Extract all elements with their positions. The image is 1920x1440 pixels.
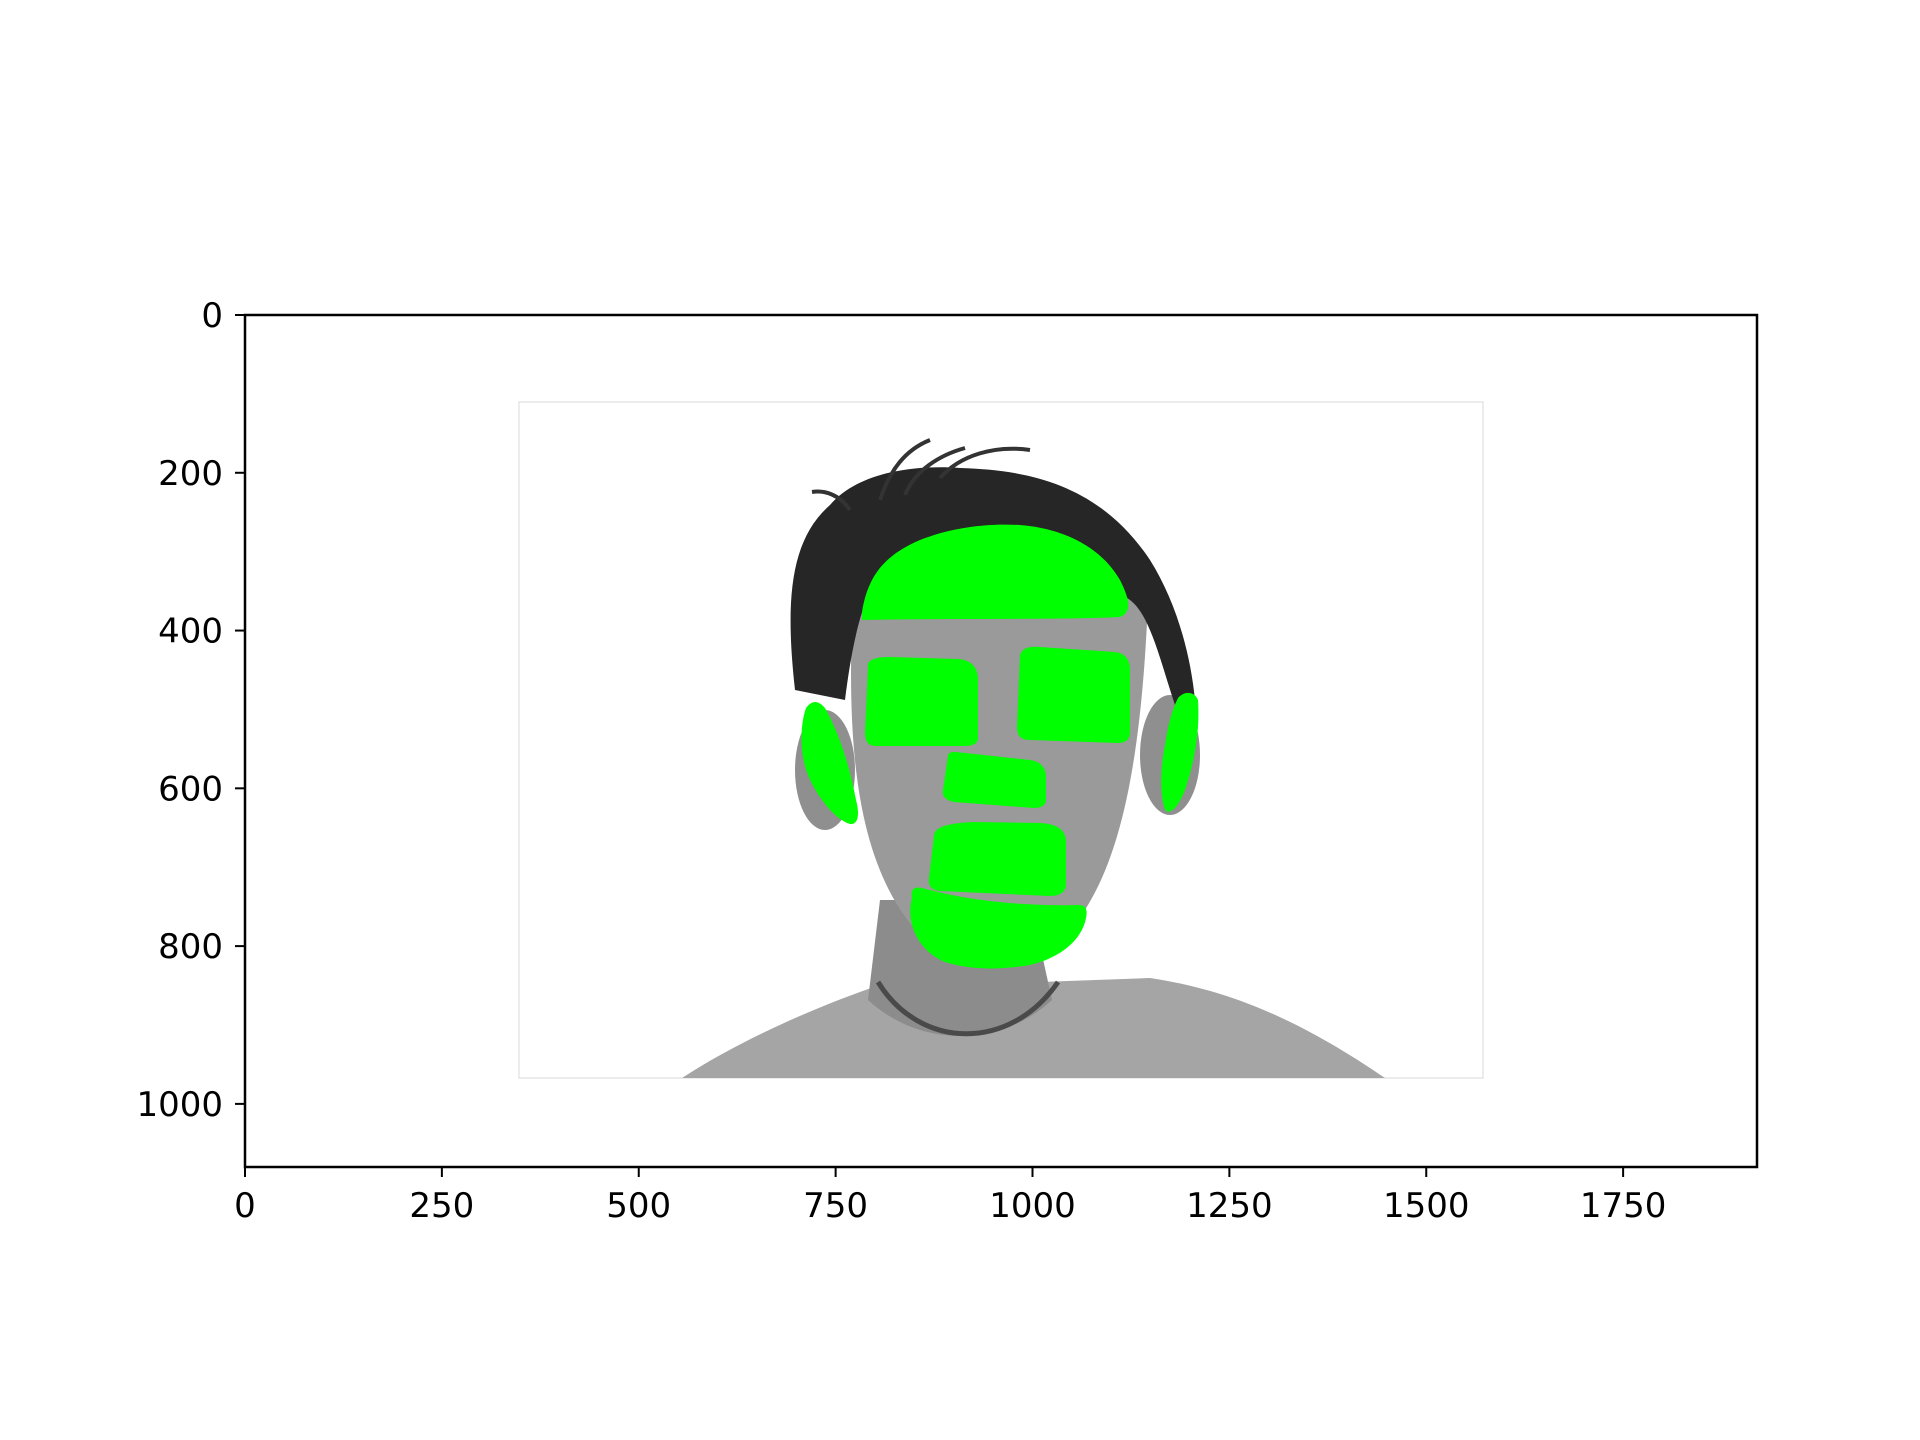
overlay-regions	[801, 524, 1199, 969]
x-tick-label: 500	[606, 1186, 671, 1226]
right-cheek-patch	[1017, 646, 1130, 743]
left-ear-patch	[801, 702, 858, 825]
x-axis-ticks: 0 250 500 750 1000 1250 1500 1750	[234, 1167, 1666, 1226]
forehead-patch	[862, 524, 1129, 620]
hair-strands	[811, 438, 1031, 512]
chin-patch	[910, 887, 1087, 969]
y-tick-label: 200	[158, 454, 223, 494]
y-tick-label: 400	[158, 612, 223, 652]
y-tick-label: 800	[158, 927, 223, 967]
x-tick-label: 1750	[1580, 1186, 1667, 1226]
x-tick-label: 1500	[1383, 1186, 1470, 1226]
y-tick-label: 0	[201, 296, 223, 336]
right-ear-patch	[1161, 692, 1199, 812]
collar	[875, 980, 1061, 1037]
y-tick-label: 600	[158, 769, 223, 809]
hair	[790, 467, 1195, 705]
left-cheek-patch	[865, 657, 978, 746]
plot-area	[243, 313, 1759, 1169]
shirt	[682, 975, 1385, 1078]
x-tick-label: 1000	[989, 1186, 1076, 1226]
nose-patch	[942, 752, 1046, 808]
portrait-photo	[518, 401, 1484, 1079]
y-tick-label: 1000	[136, 1085, 223, 1125]
x-tick-label: 250	[409, 1186, 474, 1226]
upper-lip-patch	[928, 822, 1066, 896]
x-tick-label: 0	[234, 1186, 256, 1226]
x-tick-label: 1250	[1186, 1186, 1273, 1226]
y-axis-ticks: 0 200 400 600 800 1000	[136, 296, 245, 1125]
x-tick-label: 750	[803, 1186, 868, 1226]
axes-frame	[243, 313, 1759, 1169]
